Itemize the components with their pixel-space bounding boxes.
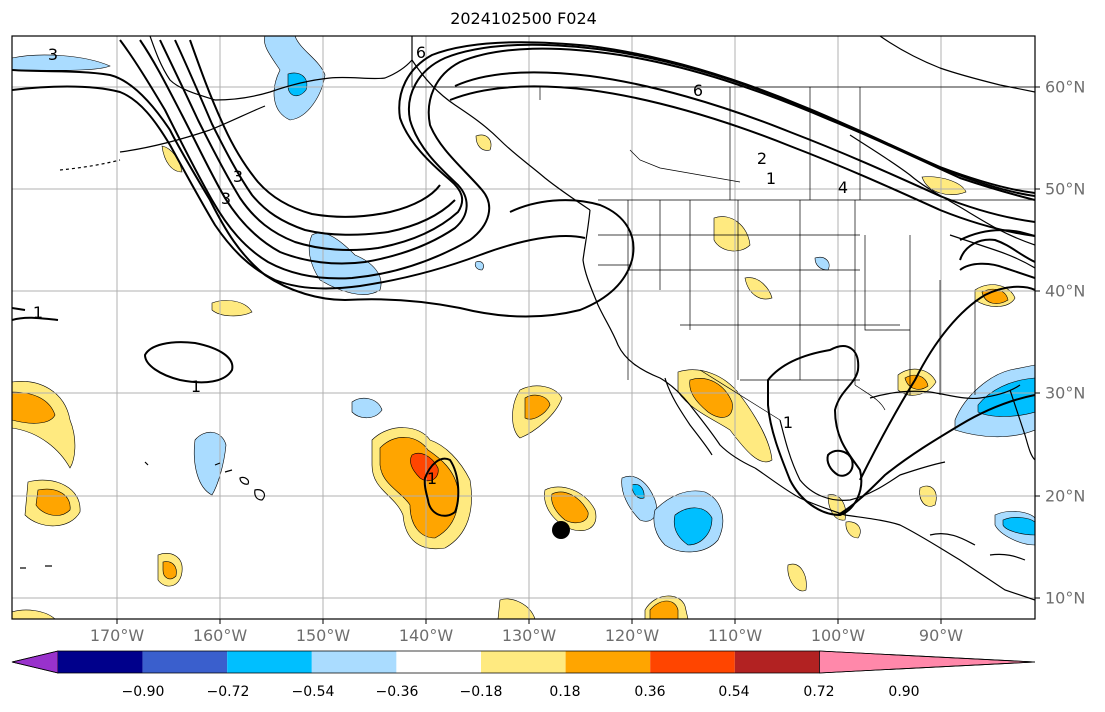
lat-label: 50°N xyxy=(1045,179,1086,199)
lon-label: 100°W xyxy=(810,626,866,645)
storm-center-marker xyxy=(552,521,570,539)
lon-label: 110°W xyxy=(707,626,763,645)
colorbar-tick-label: 0.36 xyxy=(634,684,666,700)
colorbar-segment xyxy=(396,651,481,673)
colorbar-segment xyxy=(142,651,228,673)
lat-label: 30°N xyxy=(1045,383,1086,403)
lat-label: 60°N xyxy=(1045,77,1086,97)
colorbar-tick-label: 0.72 xyxy=(803,684,835,700)
lat-label: 40°N xyxy=(1045,281,1086,301)
contour-label: 1 xyxy=(191,377,201,396)
colorbar-tick-label: −0.36 xyxy=(375,684,419,700)
contour-label: 3 xyxy=(233,167,243,186)
map-title: 2024102500 F024 xyxy=(450,9,597,28)
colorbar-segment xyxy=(58,651,143,673)
contour-label: 6 xyxy=(693,81,703,100)
colorbar-tick-label: −0.72 xyxy=(206,684,250,700)
colorbar-segment xyxy=(565,651,651,673)
lon-label: 140°W xyxy=(398,626,454,645)
colorbar-extend-low xyxy=(11,650,59,674)
lat-label: 10°N xyxy=(1045,588,1086,608)
contour-label: 3 xyxy=(48,45,58,64)
contour-label: 1 xyxy=(766,169,776,188)
contour-lines xyxy=(12,39,1035,517)
axis-ticks xyxy=(116,86,1040,624)
contour-label: 2 xyxy=(757,149,767,168)
coastlines xyxy=(20,36,1035,601)
contour-label: 6 xyxy=(416,43,426,62)
contour-label: 1 xyxy=(33,303,43,322)
colorbar-segment xyxy=(650,651,735,673)
contour-label: 3 xyxy=(221,189,231,208)
political-borders xyxy=(411,36,1035,421)
lon-label: 130°W xyxy=(501,626,557,645)
colorbar-tick-label: −0.90 xyxy=(121,684,165,700)
contour-label: 4 xyxy=(838,178,848,197)
colorbar-segment xyxy=(734,651,820,673)
lon-label: 90°W xyxy=(918,626,964,645)
colorbar-segment xyxy=(481,651,566,673)
colorbar-tick-label: 0.90 xyxy=(888,684,920,700)
contour-labels: 3 6 6 2 1 4 3 3 1 1 1 1 xyxy=(33,43,848,488)
colorbar-tick-label: −0.18 xyxy=(459,684,503,700)
contour-label: 1 xyxy=(427,469,437,488)
lon-label: 170°W xyxy=(89,626,145,645)
colorbar-tick-label: 0.54 xyxy=(718,684,750,700)
colorbar xyxy=(11,650,1036,674)
lon-label: 120°W xyxy=(604,626,660,645)
colorbar-extend-high xyxy=(819,650,1036,674)
contour-label: 1 xyxy=(783,413,793,432)
colorbar-segment xyxy=(227,651,312,673)
lon-label: 150°W xyxy=(295,626,351,645)
colorbar-segment xyxy=(311,651,397,673)
colorbar-tick-label: −0.54 xyxy=(291,684,335,700)
colorbar-outline xyxy=(11,650,1036,674)
lat-label: 20°N xyxy=(1045,486,1086,506)
lon-label: 160°W xyxy=(192,626,248,645)
map-frame xyxy=(11,35,1036,620)
colorbar-tick-label: 0.18 xyxy=(549,684,581,700)
